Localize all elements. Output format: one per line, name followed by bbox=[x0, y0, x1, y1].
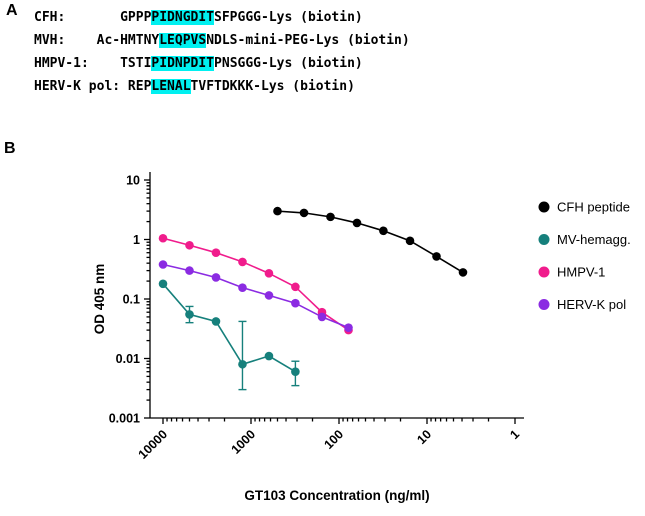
data-point bbox=[291, 298, 300, 308]
series-line bbox=[162, 237, 349, 331]
legend-marker bbox=[538, 234, 550, 245]
y-tick-label: 0.1 bbox=[123, 293, 140, 307]
legend: CFH peptide MV-hemagg. HMPV-1 HERV-K pol bbox=[538, 200, 631, 312]
sequence-name: HERV-K pol: bbox=[34, 79, 121, 94]
data-point bbox=[238, 257, 247, 267]
data-point bbox=[238, 359, 247, 369]
sequence-post: NDLS-mini-PEG-Lys (biotin) bbox=[206, 33, 410, 48]
axes bbox=[144, 172, 524, 424]
y-tick-label: 1 bbox=[133, 233, 140, 247]
sequence-row: HMPV-1: TSTIPIDNPDITPNSGGG-Lys (biotin) bbox=[34, 52, 410, 75]
data-point bbox=[185, 240, 194, 250]
y-axis-title: OD 405 nm bbox=[92, 264, 107, 335]
legend-marker bbox=[538, 201, 550, 213]
data-point bbox=[352, 218, 362, 228]
sequence-list: CFH: GPPPPIDNGDITSFPGGG-Lys (biotin) MVH:… bbox=[34, 6, 410, 98]
data-point bbox=[185, 266, 194, 275]
data-point bbox=[264, 269, 274, 278]
legend-marker bbox=[538, 299, 550, 310]
legend-marker bbox=[538, 266, 550, 278]
y-tick-label: 0.01 bbox=[116, 352, 140, 366]
x-tick-label: 1 bbox=[507, 427, 522, 442]
data-point bbox=[211, 317, 221, 326]
data-point bbox=[185, 310, 194, 319]
sequence-highlight: LEQPVS bbox=[159, 33, 207, 48]
sequence-pre: Ac-HMTNY bbox=[65, 33, 160, 48]
legend-label: HERV-K pol bbox=[557, 297, 626, 312]
sequence-highlight: PIDNGDIT bbox=[151, 10, 215, 25]
data-point bbox=[326, 212, 335, 222]
sequence-post: TVFTDKKK-Lys (biotin) bbox=[190, 79, 355, 94]
data-point bbox=[299, 208, 309, 218]
series-line bbox=[162, 283, 296, 373]
data-point bbox=[344, 323, 353, 332]
sequence-pre: TSTI bbox=[88, 56, 152, 71]
data-point bbox=[238, 283, 247, 292]
sequence-name: MVH: bbox=[34, 33, 66, 48]
panel-b-label: B bbox=[4, 140, 16, 157]
sequence-pre: REP bbox=[120, 79, 152, 94]
legend-label: CFH peptide bbox=[557, 200, 630, 215]
sequence-post: SFPGGG-Lys (biotin) bbox=[214, 10, 363, 25]
data-point bbox=[158, 233, 168, 243]
data-point bbox=[211, 273, 221, 282]
legend-label: HMPV-1 bbox=[557, 265, 605, 280]
sequence-name: CFH: bbox=[34, 10, 66, 25]
data-point bbox=[291, 367, 300, 376]
sequence-name: HMPV-1: bbox=[34, 56, 89, 71]
x-tick-label: 100 bbox=[321, 427, 346, 452]
data-point bbox=[405, 236, 415, 246]
sequence-row: CFH: GPPPPIDNGDITSFPGGG-Lys (biotin) bbox=[34, 6, 410, 29]
x-tick-label: 1000 bbox=[229, 427, 259, 457]
data-point bbox=[158, 260, 168, 269]
panel-a-label: A bbox=[6, 2, 18, 19]
sequence-highlight: PIDNPDIT bbox=[151, 56, 215, 71]
series-line bbox=[277, 210, 464, 274]
sequence-pre: GPPP bbox=[65, 10, 152, 25]
series-cfh-peptide bbox=[273, 206, 468, 277]
x-tick-label: 10 bbox=[414, 427, 434, 447]
sequence-row: MVH: Ac-HMTNYLEQPVSNDLS-mini-PEG-Lys (bi… bbox=[34, 29, 410, 52]
y-tick-label: 10 bbox=[126, 174, 140, 188]
x-axis-title: GT103 Concentration (ng/ml) bbox=[244, 488, 429, 503]
data-point bbox=[291, 282, 300, 292]
data-point bbox=[458, 268, 468, 277]
series-line bbox=[162, 263, 349, 329]
data-point bbox=[211, 248, 221, 257]
data-point bbox=[273, 206, 282, 216]
legend-label: MV-hemagg. bbox=[557, 232, 631, 247]
data-point bbox=[264, 291, 274, 300]
series-mv-hemagg bbox=[158, 279, 300, 391]
x-tick-label: 10000 bbox=[136, 427, 171, 462]
data-point bbox=[264, 351, 274, 361]
data-point bbox=[432, 252, 441, 261]
series-herv-k-pol bbox=[158, 260, 353, 332]
y-tick-label: 0.001 bbox=[109, 412, 140, 426]
data-point bbox=[317, 312, 327, 322]
sequence-post: PNSGGG-Lys (biotin) bbox=[214, 56, 363, 71]
data-point bbox=[379, 226, 388, 236]
data-point bbox=[158, 279, 168, 289]
sequence-highlight: LENAL bbox=[151, 79, 191, 94]
sequence-row: HERV-K pol: REPLENALTVFTDKKK-Lys (biotin… bbox=[34, 75, 410, 98]
